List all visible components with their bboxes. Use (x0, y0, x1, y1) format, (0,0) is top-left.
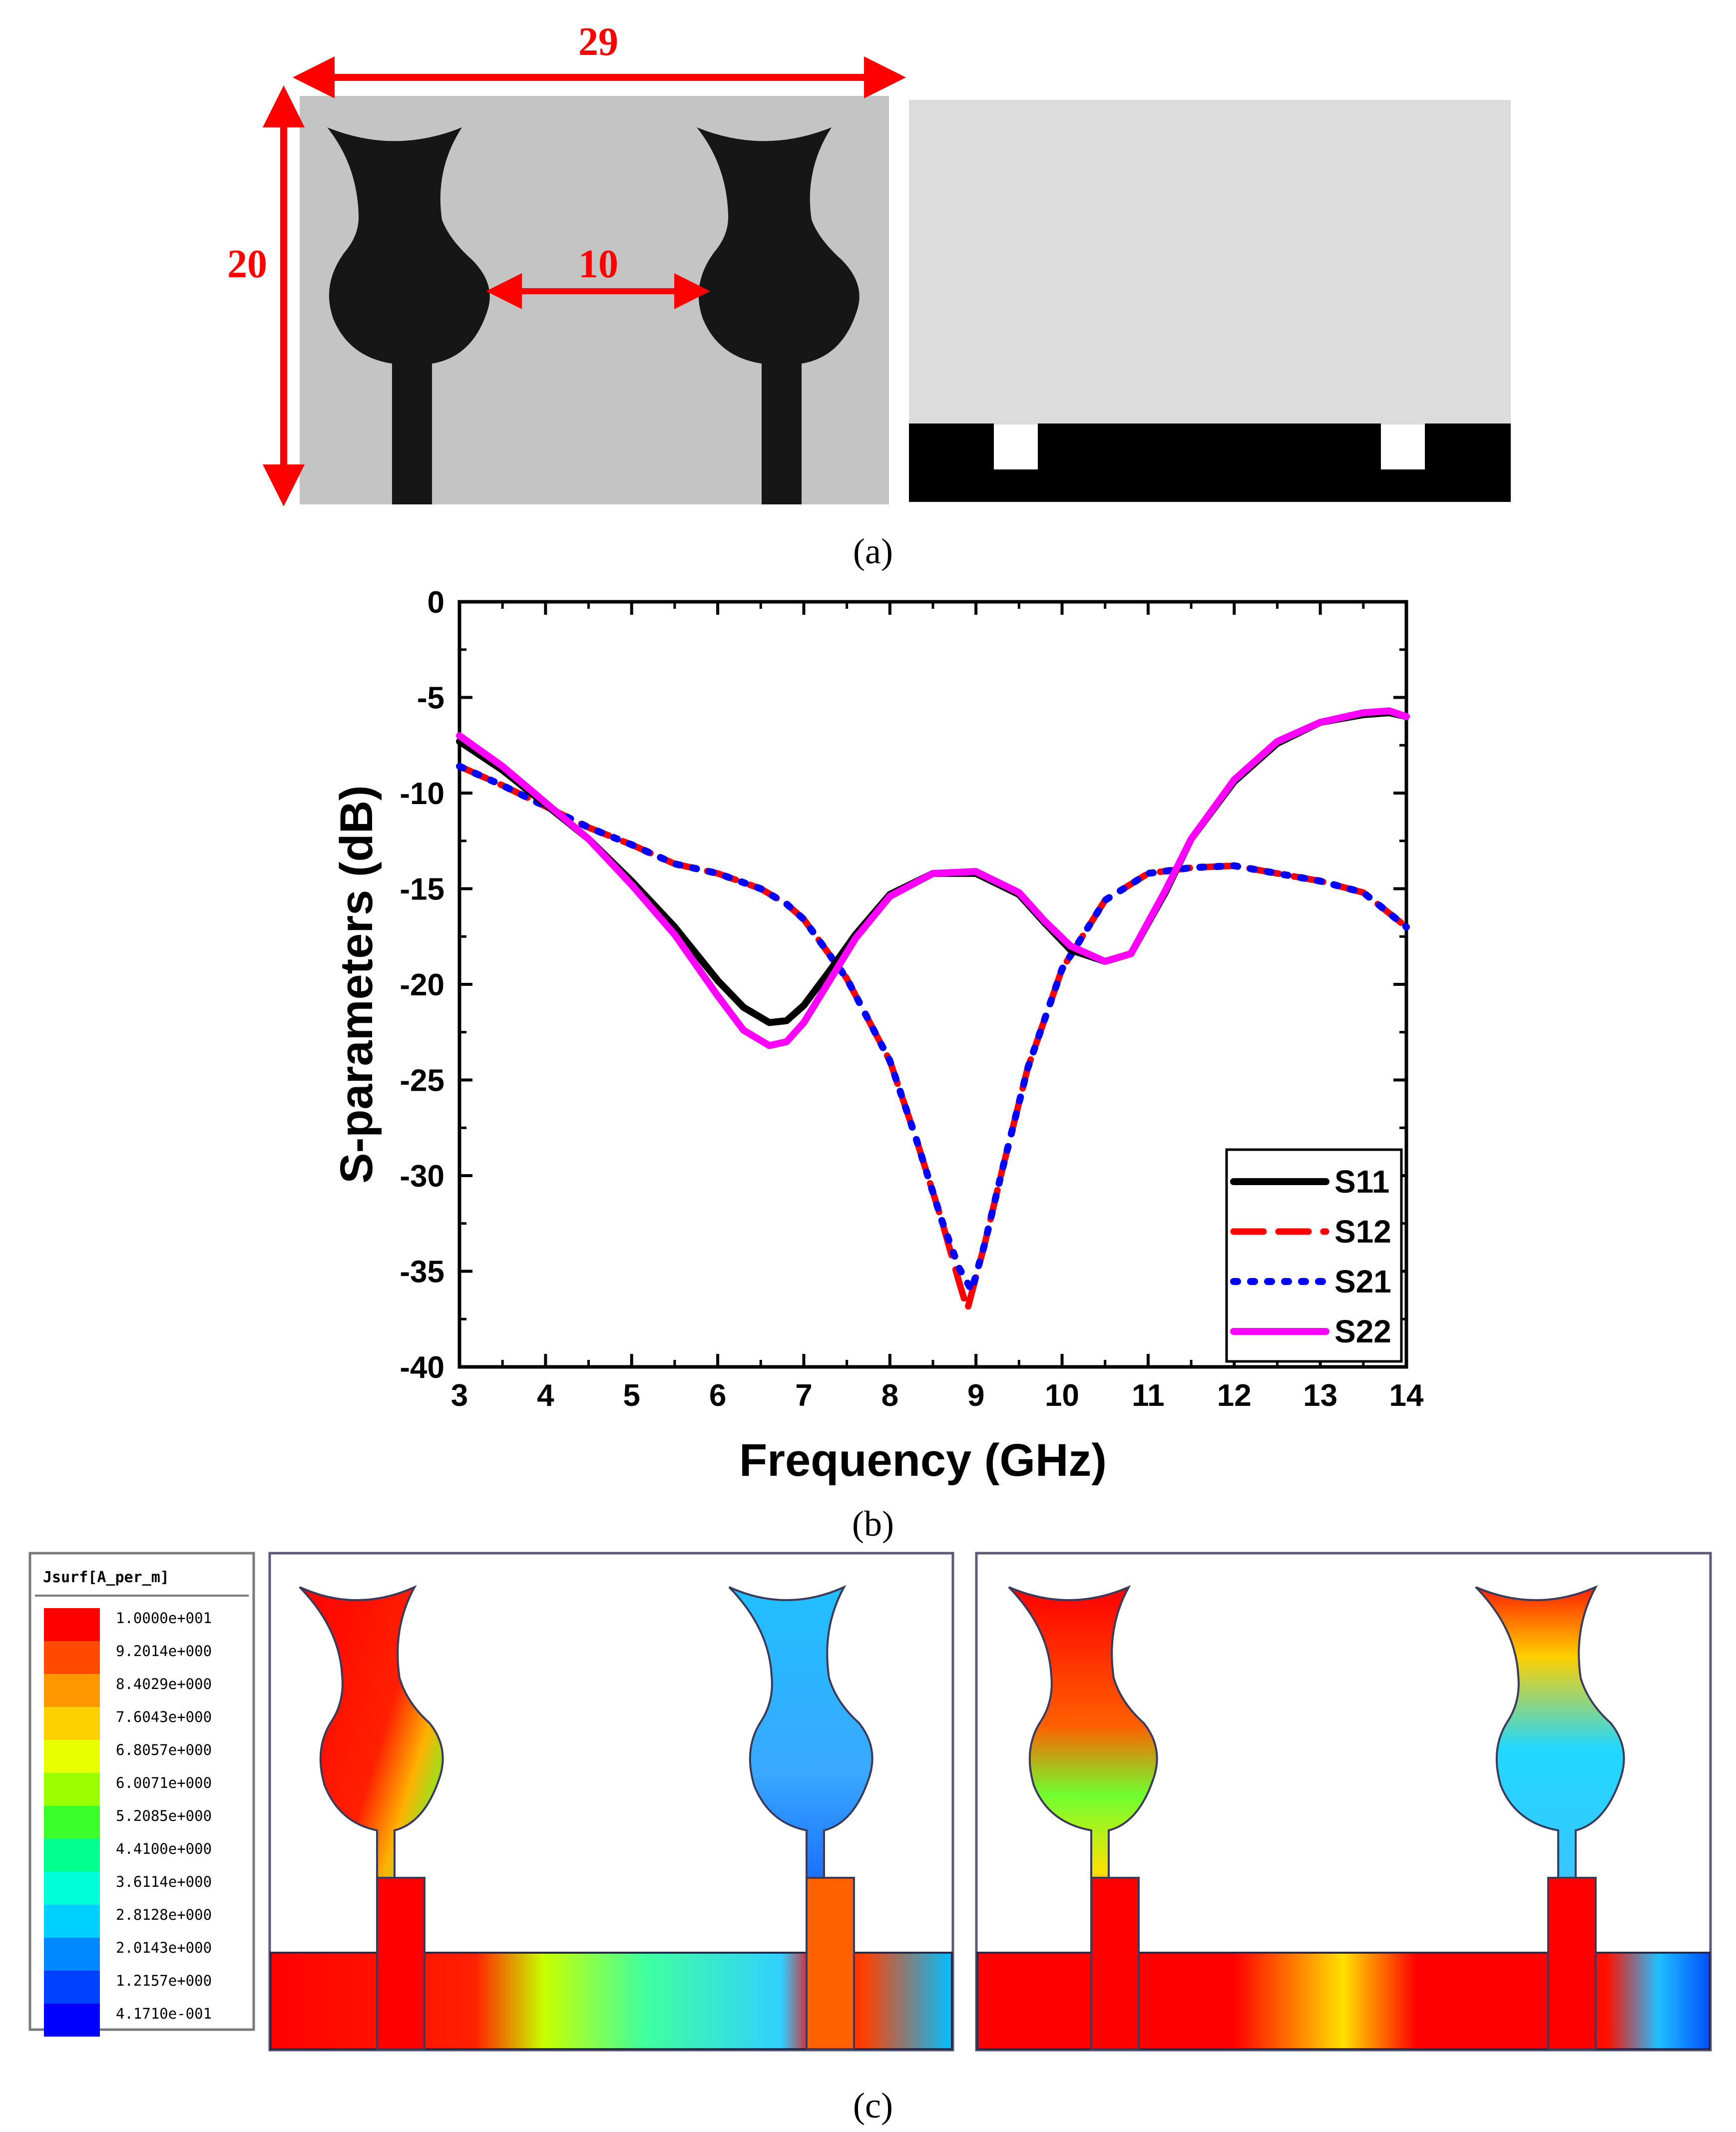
colorbar-cell (44, 1938, 100, 1971)
colorbar-cell (44, 1773, 100, 1806)
colorbar-cell (44, 1641, 100, 1674)
y-tick-label: -10 (400, 777, 444, 811)
legend: S11 S12 S21 S22 (1225, 1148, 1403, 1363)
legend-label-s21: S21 (1334, 1264, 1391, 1299)
x-tick-label: 12 (1217, 1378, 1252, 1413)
ground-plane (909, 424, 1511, 502)
right-plot-patch-1 (1008, 1585, 1158, 2050)
x-axis-label: Frequency (GHz) (739, 1435, 1107, 1486)
bottom-view-substrate (909, 100, 1511, 425)
right-plot-feed-1 (1090, 1877, 1140, 2050)
colorbar-cell (44, 1707, 100, 1740)
y-tick-label: -35 (400, 1255, 444, 1289)
y-axis-label: S-parameters (dB) (331, 785, 382, 1184)
right-plot-feed-2 (1547, 1877, 1597, 2050)
series-line-s12 (456, 763, 1410, 1313)
tick-labels: 3 4 5 6 7 8 9 10 11 12 13 14 0 -5 -10 -15 -20 -25 -30 -35 -4… (400, 585, 1424, 1413)
x-tick-label: 11 (1132, 1378, 1165, 1413)
right-plot-patch-2 (1475, 1585, 1625, 2050)
x-tick-label: 7 (795, 1378, 812, 1413)
left-plot-patch-1 (299, 1585, 444, 2050)
colorbar-value: 2.8128e+000 (116, 1906, 212, 1923)
axis-ticks (458, 600, 1408, 1368)
panel-b-chart: 3 4 5 6 7 8 9 10 11 12 13 14 0 -5 -10 -15 -20 -25 -30 -35 -4… (331, 585, 1424, 1544)
colorbar-value: 4.4100e+000 (116, 1840, 212, 1857)
x-tick-label: 8 (881, 1378, 898, 1413)
left-plot-feed-2 (806, 1877, 855, 2050)
panel-a: 29 20 10 (a) (227, 20, 1511, 571)
colorbar-value: 7.6043e+000 (116, 1708, 212, 1725)
colorbar-value: 3.6114e+000 (116, 1873, 212, 1890)
colorbar-value: 1.2157e+000 (116, 1972, 212, 1989)
colorbar-cell (44, 1674, 100, 1707)
colorbar-value: 2.0143e+000 (116, 1939, 212, 1956)
colorbar-cell (44, 2004, 100, 2037)
height-label: 20 (227, 242, 267, 286)
colorbar-cell (44, 1872, 100, 1905)
colorbar-cell (44, 1740, 100, 1773)
colorbar-scale: 1.0000e+001 9.2014e+000 8.4029e+000 7.6043e… (44, 1608, 212, 2037)
colorbar-cell (44, 1839, 100, 1872)
legend-label-s11: S11 (1334, 1164, 1389, 1200)
legend-label-s12: S12 (1334, 1214, 1391, 1250)
colorbar-value: 5.2085e+000 (116, 1807, 212, 1824)
x-tick-label: 14 (1389, 1378, 1424, 1413)
width-label: 29 (578, 20, 618, 64)
left-tulip-patch (327, 127, 490, 504)
colorbar-cell (44, 1806, 100, 1839)
right-ground-heat (976, 1952, 1711, 2050)
series-line-s22 (456, 707, 1410, 1049)
x-tick-label: 4 (537, 1378, 554, 1413)
y-tick-label: -15 (400, 872, 444, 907)
spacing-label: 10 (578, 242, 618, 286)
panel-c: Jsurf[A_per_m] 1.0000e+001 9.2014e+000 8.4… (28, 1552, 1712, 2126)
y-tick-label: -25 (400, 1064, 444, 1098)
y-tick-label: 0 (428, 585, 444, 620)
colorbar-cell (44, 1905, 100, 1938)
caption-a: (a) (853, 531, 893, 571)
right-tulip-patch (697, 127, 860, 504)
colorbar-value: 1.0000e+001 (116, 1610, 212, 1627)
y-tick-label: -20 (400, 968, 444, 1002)
x-tick-label: 3 (451, 1378, 468, 1413)
x-tick-label: 10 (1045, 1378, 1079, 1413)
x-tick-label: 5 (623, 1378, 640, 1413)
series-layer (456, 707, 1410, 1313)
colorbar-title: Jsurf[A_per_m] (43, 1569, 169, 1586)
x-tick-label: 6 (709, 1378, 726, 1413)
colorbar-cell (44, 1608, 100, 1641)
y-tick-label: -5 (417, 681, 444, 716)
x-tick-label: 9 (967, 1378, 984, 1413)
colorbar-value: 9.2014e+000 (116, 1643, 212, 1660)
left-plot-patch-2 (728, 1585, 873, 2050)
left-plot-feed-1 (376, 1877, 426, 2050)
colorbar-value: 4.1710e-001 (116, 2005, 212, 2022)
caption-b: (b) (852, 1504, 894, 1544)
colorbar-value: 6.0071e+000 (116, 1774, 212, 1791)
y-tick-label: -30 (400, 1159, 444, 1194)
colorbar-value: 6.8057e+000 (116, 1741, 212, 1758)
colorbar-cell (44, 1971, 100, 2004)
caption-c: (c) (853, 2086, 893, 2126)
colorbar-value: 8.4029e+000 (116, 1676, 212, 1693)
x-tick-label: 13 (1303, 1378, 1337, 1413)
legend-label-s22: S22 (1334, 1313, 1391, 1349)
y-tick-label: -40 (400, 1350, 444, 1385)
